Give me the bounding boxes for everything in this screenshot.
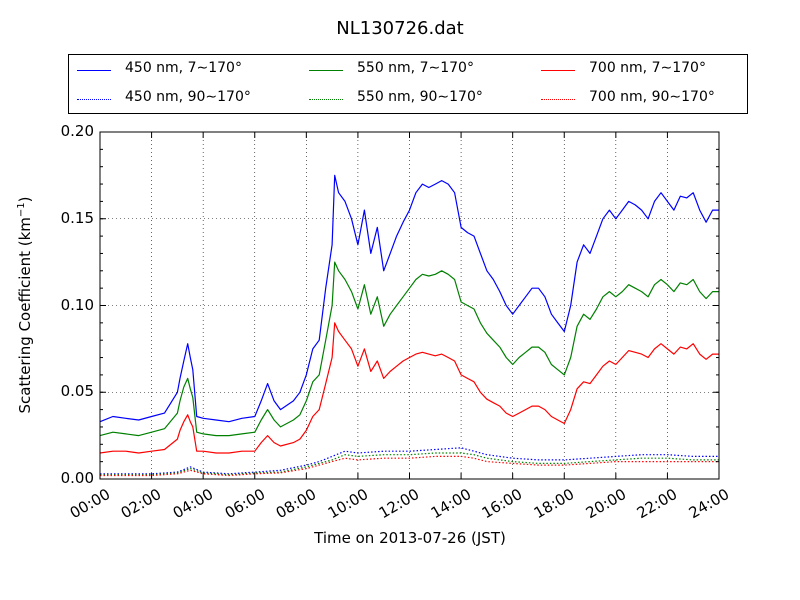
legend-label-2: 700 nm, 7∼170° xyxy=(589,60,706,76)
legend-label-5: 700 nm, 90∼170° xyxy=(589,89,715,105)
legend-label-3: 450 nm, 90∼170° xyxy=(125,89,251,105)
chart-title: NL130726.dat xyxy=(336,18,464,39)
legend-swatch-1 xyxy=(309,70,343,71)
y-tick-label: 0.10 xyxy=(60,295,94,314)
legend-swatch-5 xyxy=(541,99,575,100)
legend-label-4: 550 nm, 90∼170° xyxy=(357,89,483,105)
chart-legend: 450 nm, 7∼170° 550 nm, 7∼170° 700 nm, 7∼17… xyxy=(68,54,748,114)
legend-label-0: 450 nm, 7∼170° xyxy=(125,60,242,76)
legend-swatch-0 xyxy=(77,70,111,71)
series-line-0 xyxy=(99,174,719,423)
y-tick-label: 0.15 xyxy=(60,208,94,227)
y-tick-label: 0.20 xyxy=(60,122,94,140)
y-tick-label: 0.00 xyxy=(60,469,94,487)
legend-swatch-4 xyxy=(309,99,343,100)
x-axis-label: Time on 2013-07-26 (JST) xyxy=(314,529,506,547)
series-line-4 xyxy=(100,452,719,476)
y-tick-label: 0.05 xyxy=(60,382,94,401)
series-line-1 xyxy=(99,261,719,437)
legend-swatch-2 xyxy=(541,70,575,71)
series-line-3 xyxy=(100,447,719,475)
series-line-2 xyxy=(99,322,719,454)
legend-label-1: 550 nm, 7∼170° xyxy=(357,60,474,76)
legend-swatch-3 xyxy=(77,99,111,100)
plot-area xyxy=(100,132,719,479)
y-axis-label-close: ) xyxy=(16,196,34,203)
y-axis-label-unit-exponent: −1 xyxy=(16,202,27,218)
